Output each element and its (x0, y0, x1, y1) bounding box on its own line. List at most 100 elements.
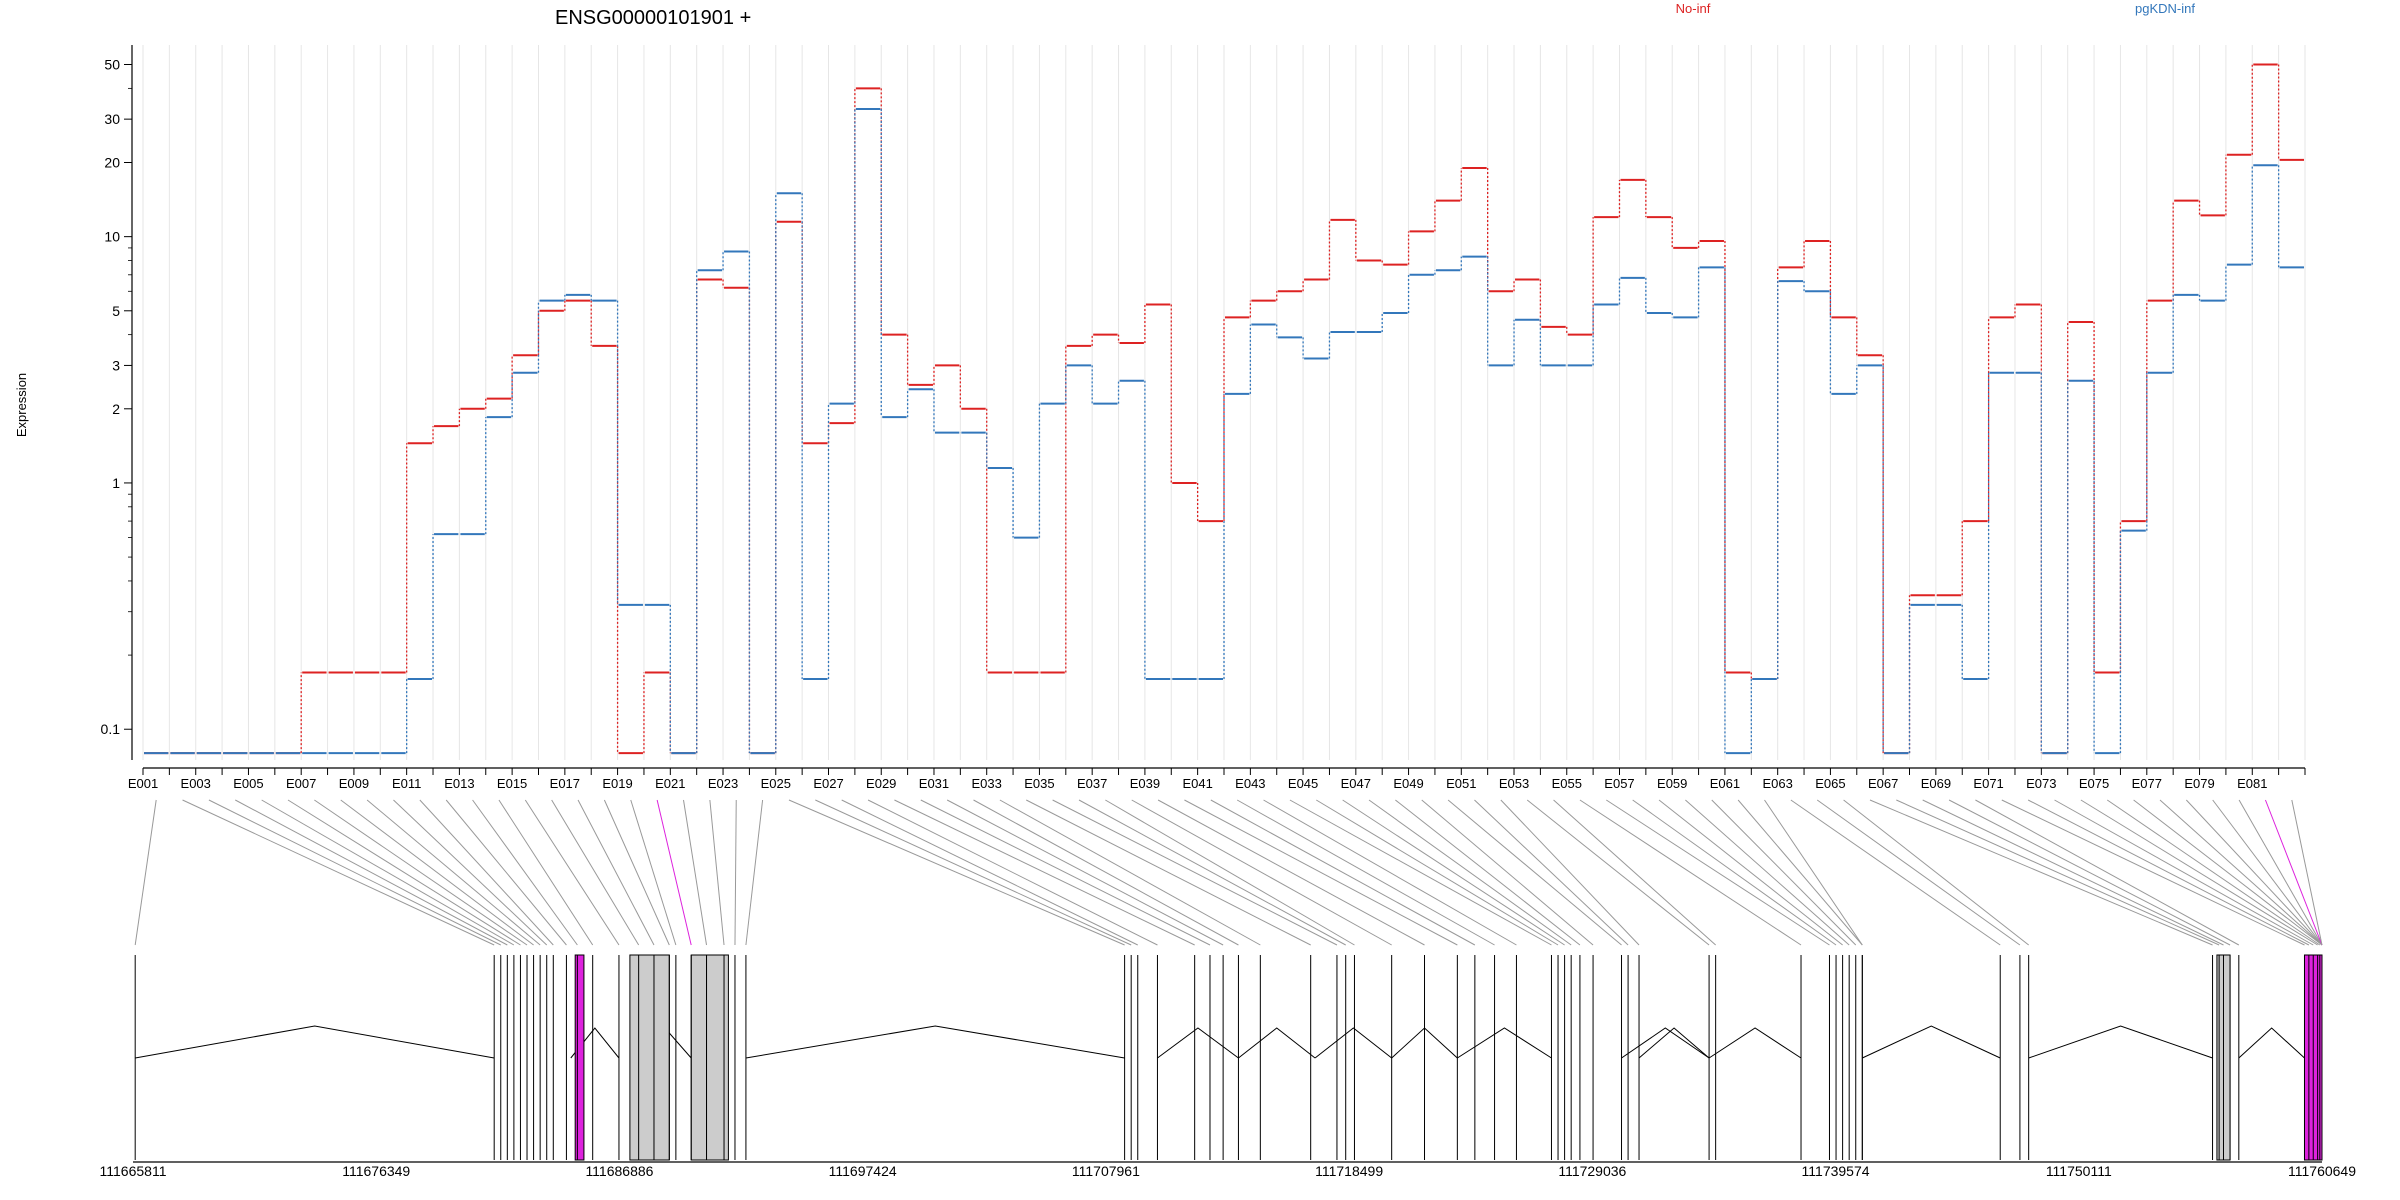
chart-title: ENSG00000101901 + (555, 7, 751, 29)
x-tick-label: E021 (655, 776, 685, 791)
intron-line (1621, 1027, 1710, 1059)
exon-connector (1500, 799, 1640, 946)
x-tick-label: E033 (972, 776, 1002, 791)
exon-connector (2027, 799, 2310, 946)
x-tick-label: E045 (1288, 776, 1318, 791)
exon-connector (734, 799, 737, 946)
intron-line (1638, 1027, 1710, 1059)
exon-connector (1052, 799, 1338, 946)
exon-connector (709, 799, 725, 946)
exon-connector (393, 799, 548, 946)
exon-block (629, 954, 670, 1161)
y-tick-label: 10 (104, 229, 120, 245)
x-tick-label: E049 (1393, 776, 1423, 791)
exon-connector (1606, 799, 1830, 946)
exon-highlight (574, 954, 585, 1161)
intron-line (745, 1025, 1125, 1059)
x-tick-label: E023 (708, 776, 738, 791)
series-lines (144, 63, 2304, 755)
genomic-coordinates: 111665811 111676349 111686886 111697424 1117… (100, 1163, 2357, 1179)
x-tick-label: E007 (286, 776, 316, 791)
x-tick-label: E013 (444, 776, 474, 791)
exon-connector (314, 799, 528, 946)
x-tick-label: E037 (1077, 776, 1107, 791)
intron-line (1238, 1027, 1316, 1059)
exon-connector (1711, 799, 1857, 946)
exon-connector (894, 799, 1195, 946)
x-tick-label: E057 (1604, 776, 1634, 791)
exon-connector (182, 799, 495, 946)
exon-connector (287, 799, 521, 946)
exon-connector (235, 799, 508, 946)
exon-connector (261, 799, 515, 946)
exon-connector (498, 799, 594, 946)
exon-connector (1368, 799, 1572, 946)
y-tick-label: 1 (112, 475, 120, 491)
intron-line (135, 1025, 495, 1059)
x-tick-label: E075 (2079, 776, 2109, 791)
x-tick-label: E039 (1130, 776, 1160, 791)
x-tick-label: E073 (2026, 776, 2056, 791)
coordinate-label: 111750111 (2046, 1163, 2112, 1179)
exon-connector (134, 799, 157, 946)
exon-connector (788, 799, 1125, 946)
x-tick-label: E077 (2132, 776, 2162, 791)
exon-connector (1816, 799, 2021, 946)
intron-line (1314, 1027, 1392, 1059)
exon-connector (1131, 799, 1392, 946)
x-tick-label: E051 (1446, 776, 1476, 791)
exon-connector (1922, 799, 2224, 946)
coordinate-label: 111718499 (1315, 1163, 1383, 1179)
x-tick-label: E071 (1973, 776, 2003, 791)
exon-connector (551, 799, 640, 946)
exon-connector (1869, 799, 2213, 946)
exon-connector (603, 799, 670, 946)
exon-connector (1896, 799, 2220, 946)
exon-connector (1579, 799, 1802, 946)
x-tick-label: E025 (761, 776, 791, 791)
intron-line (1157, 1027, 1239, 1059)
exon-connector (841, 799, 1138, 946)
x-tick-label: E079 (2184, 776, 2214, 791)
exon-connector (1790, 799, 2001, 946)
x-tick-label: E009 (339, 776, 369, 791)
x-tick-label: E019 (602, 776, 632, 791)
exon-connector (2080, 799, 2318, 946)
x-tick-label: E035 (1024, 776, 1054, 791)
legend-label-no-inf: No-inf (1676, 1, 1711, 16)
intron-line (1457, 1027, 1552, 1059)
exon-connector (1421, 799, 1594, 946)
coordinate-label: 111686886 (585, 1163, 653, 1179)
exon-connector (2185, 799, 2323, 946)
exon-connector (1263, 799, 1517, 946)
x-tick-label: E005 (233, 776, 263, 791)
exon-connector (656, 799, 692, 946)
y-tick-label: 5 (112, 303, 120, 319)
exon-connector (1447, 799, 1622, 946)
x-tick-label: E015 (497, 776, 527, 791)
exon-connector (1948, 799, 2231, 946)
exon-connector (1395, 799, 1581, 946)
exon-connector (1026, 799, 1311, 946)
exon-connector (1474, 799, 1629, 946)
exon-connectors (134, 799, 2323, 946)
x-tick-label: E069 (1921, 776, 1951, 791)
coordinate-label: 111729036 (1558, 1163, 1626, 1179)
exon-connector (1658, 799, 1843, 946)
exon-connector (2106, 799, 2321, 946)
exon-connector (1526, 799, 1710, 946)
x-tick-label: E053 (1499, 776, 1529, 791)
exon-connector (2212, 799, 2323, 946)
exon-block (706, 954, 729, 1161)
y-tick-label: 30 (104, 111, 120, 127)
coordinate-label: 111665811 (100, 1163, 167, 1179)
exon-connector (745, 799, 764, 946)
x-tick-label: E027 (813, 776, 843, 791)
x-tick-label: E055 (1552, 776, 1582, 791)
y-tick-label: 2 (112, 401, 120, 417)
exon-connector (2054, 799, 2314, 946)
exon-connector (445, 799, 567, 946)
exon-connector (1078, 799, 1346, 946)
gene-model (133, 954, 2323, 1163)
